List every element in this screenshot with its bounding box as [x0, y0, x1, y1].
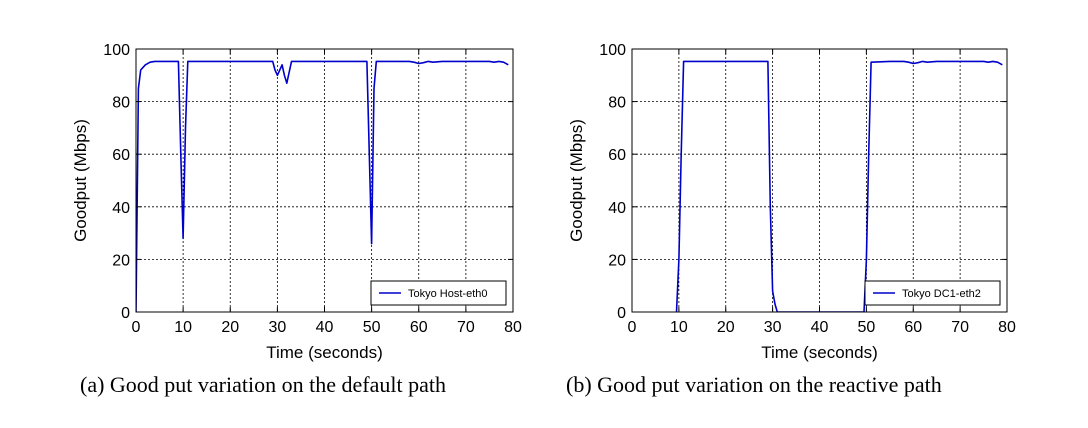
- y-tick-label: 80: [112, 95, 130, 112]
- x-tick-label: 20: [717, 319, 735, 336]
- x-tick-label: 50: [363, 319, 381, 336]
- y-tick-label: 60: [608, 147, 626, 164]
- x-tick-label: 40: [316, 319, 334, 336]
- x-tick-label: 60: [904, 319, 922, 336]
- legend-label-0: Tokyo DC1-eth2: [902, 288, 981, 300]
- y-tick-label: 0: [121, 305, 130, 322]
- x-tick-label: 50: [857, 319, 875, 336]
- y-tick-label: 100: [599, 42, 626, 59]
- figure-caption: (a) Good put variation on the default pa…: [80, 372, 446, 397]
- chart-default-path: 0 10 20 30 40 50 60 70 80 0 20 40 60 80 100 Time (secon…: [71, 42, 522, 397]
- x-axis-label: Time (seconds): [266, 343, 383, 362]
- series-line-0: [136, 60, 509, 312]
- x-tick-label: 40: [811, 319, 829, 336]
- y-tick-label: 20: [112, 252, 130, 269]
- x-tick-label: 70: [951, 319, 969, 336]
- x-tick-label: 0: [132, 319, 141, 336]
- y-tick-label: 0: [617, 305, 626, 322]
- x-tick-label: 70: [457, 319, 475, 336]
- x-tick-label: 80: [504, 319, 522, 336]
- x-tick-label: 60: [410, 319, 428, 336]
- y-tick-label: 40: [112, 200, 130, 217]
- y-tick-label: 40: [608, 200, 626, 217]
- chart-reactive-path: 0 10 20 30 40 50 60 70 80 0 20 40 60 80 100 Time (secon…: [566, 42, 1016, 397]
- y-axis-label: Goodput (Mbps): [567, 119, 586, 242]
- plot-frame: [135, 48, 514, 313]
- x-axis-label: Time (seconds): [761, 343, 878, 362]
- legend-label-0: Tokyo Host-eth0: [408, 288, 487, 300]
- series-line-0: [675, 60, 1003, 312]
- x-tick-label: 10: [174, 319, 192, 336]
- x-tick-label: 0: [628, 319, 637, 336]
- plot-frame: [631, 48, 1008, 313]
- y-tick-label: 60: [112, 147, 130, 164]
- y-tick-label: 80: [608, 95, 626, 112]
- y-tick-label: 100: [103, 42, 130, 59]
- x-tick-label: 10: [670, 319, 688, 336]
- x-tick-label: 80: [998, 319, 1016, 336]
- x-tick-label: 30: [764, 319, 782, 336]
- figure-caption: (b) Good put variation on the reactive p…: [566, 372, 942, 397]
- x-tick-label: 30: [268, 319, 286, 336]
- x-tick-label: 20: [221, 319, 239, 336]
- y-axis-label: Goodput (Mbps): [71, 119, 90, 242]
- y-tick-label: 20: [608, 252, 626, 269]
